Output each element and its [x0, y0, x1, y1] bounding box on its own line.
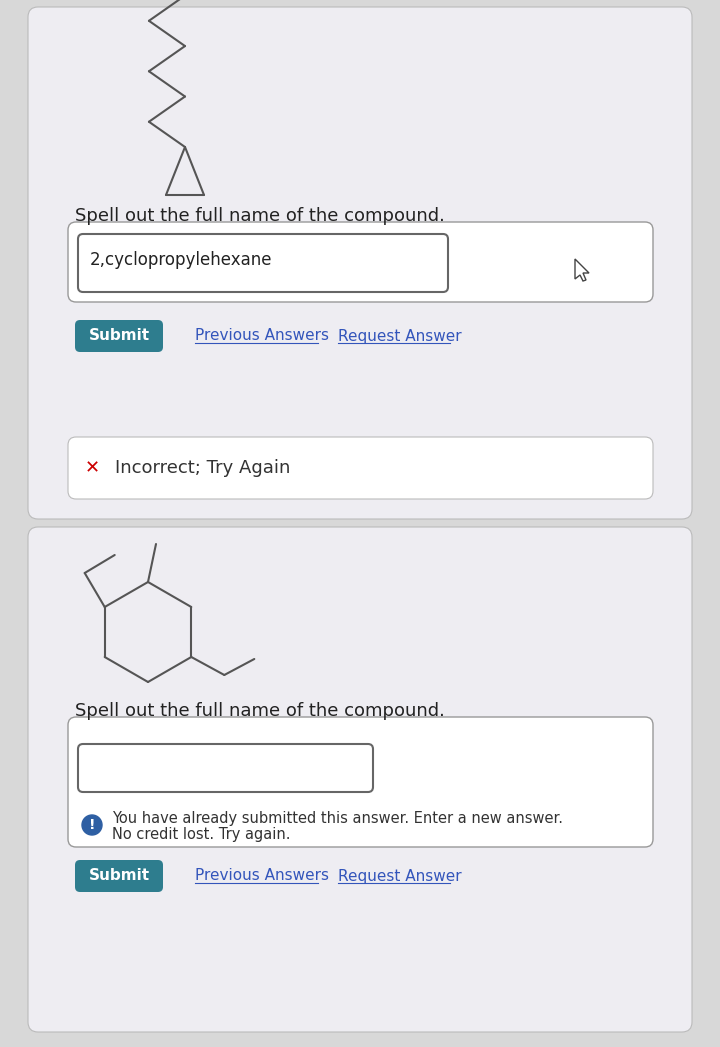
- Text: Submit: Submit: [89, 329, 150, 343]
- Text: Spell out the full name of the compound.: Spell out the full name of the compound.: [75, 701, 445, 720]
- Text: Spell out the full name of the compound.: Spell out the full name of the compound.: [75, 207, 445, 225]
- Text: No credit lost. Try again.: No credit lost. Try again.: [112, 826, 290, 842]
- FancyBboxPatch shape: [68, 222, 653, 302]
- Text: !: !: [89, 818, 95, 832]
- Polygon shape: [575, 259, 589, 281]
- Text: Request Answer: Request Answer: [338, 329, 462, 343]
- Text: 2,cyclopropylehexane: 2,cyclopropylehexane: [90, 251, 272, 269]
- FancyBboxPatch shape: [28, 527, 692, 1032]
- Text: Submit: Submit: [89, 869, 150, 884]
- Text: Previous Answers: Previous Answers: [195, 329, 329, 343]
- FancyBboxPatch shape: [68, 437, 653, 499]
- FancyBboxPatch shape: [28, 7, 692, 519]
- FancyBboxPatch shape: [68, 717, 653, 847]
- FancyBboxPatch shape: [78, 233, 448, 292]
- FancyBboxPatch shape: [75, 320, 163, 352]
- FancyBboxPatch shape: [78, 744, 373, 792]
- Text: ✕: ✕: [84, 459, 99, 477]
- Text: You have already submitted this answer. Enter a new answer.: You have already submitted this answer. …: [112, 811, 563, 826]
- Circle shape: [82, 815, 102, 836]
- Text: Incorrect; Try Again: Incorrect; Try Again: [115, 459, 290, 477]
- FancyBboxPatch shape: [75, 860, 163, 892]
- Text: Previous Answers: Previous Answers: [195, 869, 329, 884]
- Text: Request Answer: Request Answer: [338, 869, 462, 884]
